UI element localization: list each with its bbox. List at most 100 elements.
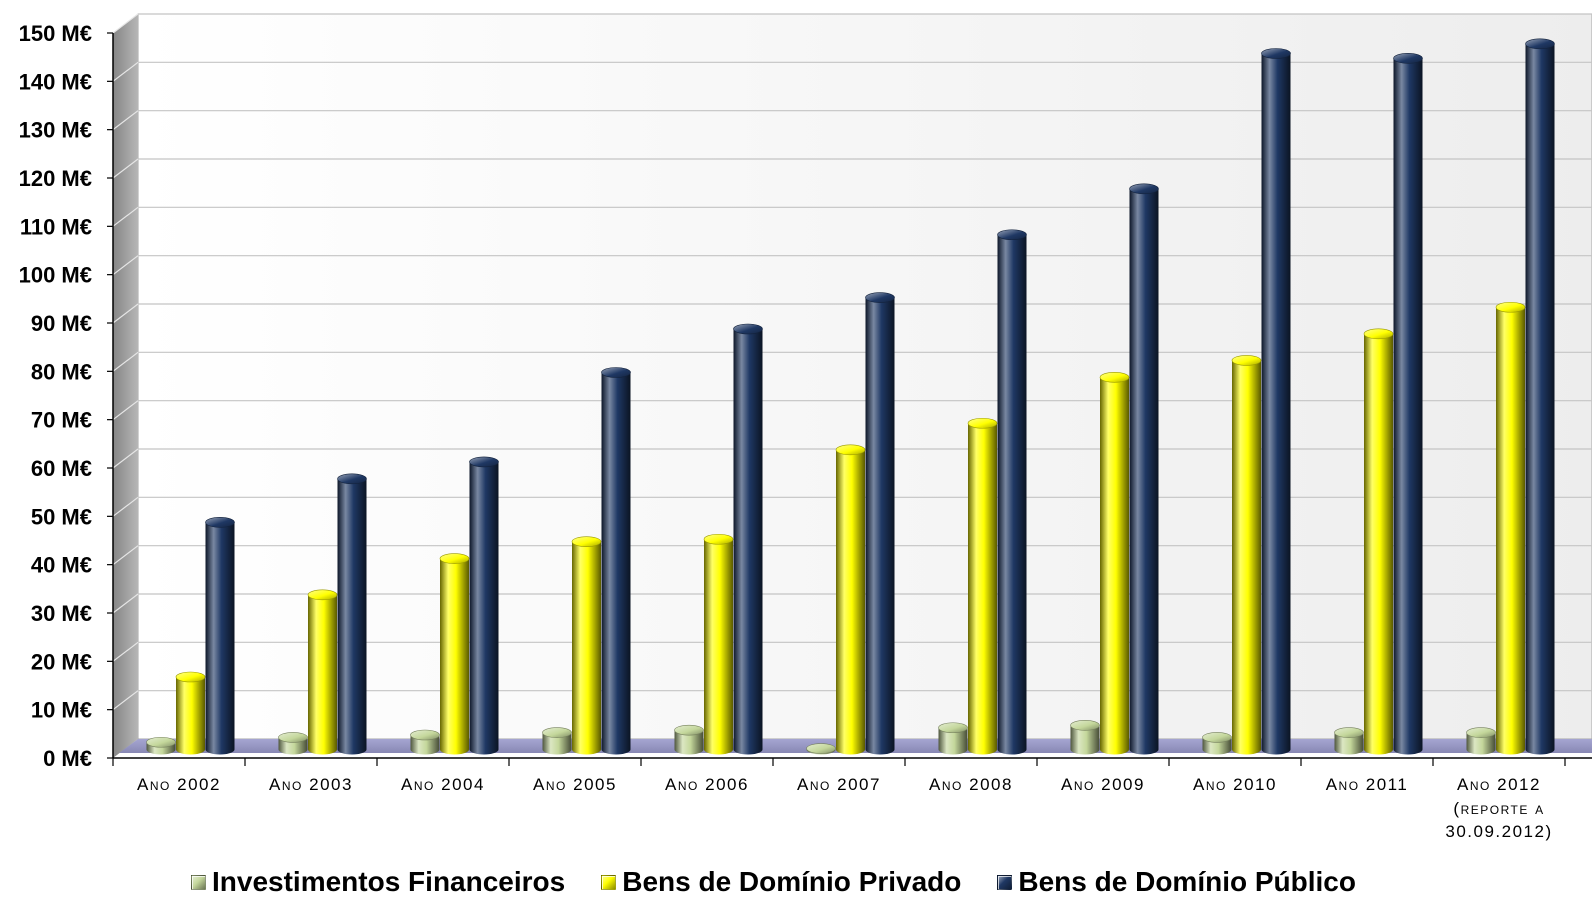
y-tick-label: 70 M€ (31, 408, 92, 433)
bar (1099, 372, 1130, 755)
bar (1231, 355, 1262, 755)
bar-cap (938, 722, 968, 734)
bar-cap (1525, 38, 1555, 50)
bar-body (308, 594, 337, 750)
y-tick-label: 80 M€ (31, 359, 92, 384)
bar-body (836, 449, 865, 750)
bar-cap (307, 589, 338, 601)
bar-body (440, 558, 469, 750)
bar (1466, 727, 1496, 755)
bar-cap (601, 367, 631, 378)
bar-cap (997, 229, 1027, 241)
bar-body (997, 234, 1027, 750)
bar-body (601, 372, 631, 750)
bar (1261, 48, 1291, 755)
bar-cap (703, 533, 734, 545)
bar (146, 736, 176, 755)
side-gridline (112, 690, 139, 711)
bar-cap (1099, 372, 1130, 383)
bar-body (205, 522, 235, 750)
side-gridline (112, 206, 139, 227)
legend-swatch (191, 874, 206, 890)
bar (469, 456, 499, 755)
bar-body (1100, 377, 1129, 750)
bar (674, 724, 704, 755)
y-tick-label: 10 M€ (31, 698, 92, 723)
side-gridline (112, 400, 139, 421)
y-tick-label: 120 M€ (19, 166, 92, 191)
bar (733, 323, 763, 755)
bar (1202, 732, 1232, 755)
y-tick-label: 0 M€ (43, 746, 92, 771)
bar-body (176, 677, 205, 750)
side-gridline (112, 593, 139, 614)
bar-cap (835, 444, 866, 456)
side-gridline (112, 61, 139, 82)
side-gridline (112, 255, 139, 276)
bar-cap (733, 323, 763, 335)
y-tick-label: 140 M€ (19, 69, 92, 94)
bar-body (674, 730, 704, 750)
axes: 0 M€ 10 M€ 20 M€ 30 M€ 40 M€ 50 M€ 60 M€ 70 M€ 8… (19, 21, 1592, 771)
bar-cap (1466, 727, 1496, 738)
legend-swatch (997, 874, 1013, 890)
bar (806, 743, 836, 755)
bar (1070, 720, 1100, 755)
y-tick-label: 40 M€ (31, 553, 92, 578)
side-gridline (112, 158, 139, 179)
bar (278, 732, 308, 755)
bar-cap (410, 729, 440, 741)
bar-cap (1129, 183, 1159, 195)
bar (997, 229, 1027, 755)
bar-body (1496, 307, 1525, 750)
bar-body (1393, 58, 1423, 750)
y-tick-label: 90 M€ (31, 311, 92, 336)
bar-cap (439, 553, 470, 564)
bar (1495, 301, 1526, 755)
bar-cap (469, 456, 499, 468)
bar (938, 722, 968, 755)
bar-body (1129, 188, 1159, 750)
side-gridline (112, 448, 139, 469)
bar (967, 417, 998, 755)
legend: Investimentos Financeiros Bens de Domíni… (191, 864, 1356, 900)
bar-cap (967, 417, 998, 429)
y-tick-label: 100 M€ (19, 263, 92, 288)
side-gridline (112, 13, 139, 34)
side-gridline (112, 641, 139, 662)
bar-body (1364, 333, 1393, 750)
bar (307, 589, 338, 755)
legend-label: Bens de Domínio Público (1018, 866, 1356, 897)
bar-cap (175, 671, 206, 683)
side-gridline (112, 496, 139, 517)
bar-cap (205, 517, 235, 528)
legend-item-bens-dominio-privado: Bens de Domínio Privado (601, 866, 961, 898)
bar (337, 473, 367, 755)
bar (410, 729, 440, 755)
bar-body (337, 478, 367, 750)
side-gridline (112, 351, 139, 372)
bar (175, 671, 206, 755)
side-gridline (112, 303, 139, 324)
bar-cap (146, 736, 176, 748)
bar-cap (542, 727, 572, 738)
side-wall (113, 14, 138, 758)
bar-body (938, 727, 968, 750)
bar (439, 553, 470, 755)
bar (1363, 328, 1394, 755)
bar (865, 292, 895, 755)
legend-label: Bens de Domínio Privado (622, 866, 962, 897)
bar-cap (571, 536, 602, 547)
bar-cap (1393, 53, 1423, 64)
y-tick-label: 30 M€ (31, 601, 92, 626)
bar (571, 536, 602, 755)
bar-cap (865, 292, 895, 303)
y-tick-label: 150 M€ (19, 21, 92, 46)
bar (1393, 53, 1423, 755)
y-tick-label: 60 M€ (31, 456, 92, 481)
bar-cap (674, 724, 704, 736)
legend-item-investimentos-financeiros: Investimentos Financeiros (191, 866, 565, 898)
bar-cap (1363, 328, 1394, 340)
